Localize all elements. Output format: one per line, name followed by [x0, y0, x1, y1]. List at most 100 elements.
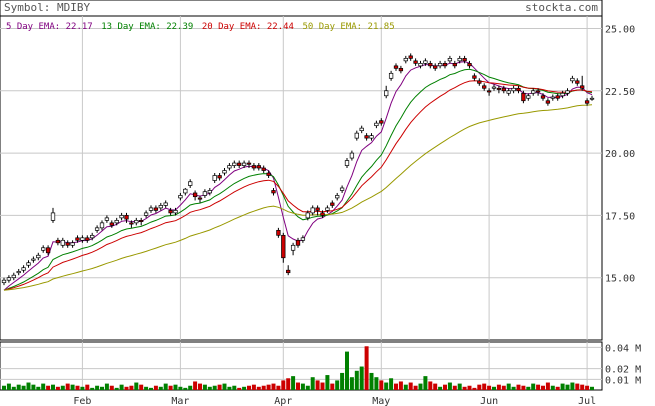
candle-body [491, 86, 497, 89]
volume-bar [46, 385, 51, 390]
volume-bar [310, 377, 315, 390]
volume-bar [36, 386, 41, 390]
volume-bar [560, 383, 565, 390]
candle-body [124, 215, 129, 220]
candle-body [442, 63, 448, 67]
month-label: Mar [171, 396, 189, 406]
candle-body [119, 215, 124, 219]
candle-body [192, 192, 198, 198]
candle-body [467, 63, 472, 67]
candle-body [339, 187, 345, 191]
volume-bar [545, 382, 550, 390]
candle-body [281, 234, 286, 259]
volume-bar [232, 385, 237, 390]
volume-tick-label: 0.04 M [605, 343, 641, 354]
symbol-label: Symbol: MDIBY [4, 1, 90, 14]
candle-body [369, 135, 374, 139]
price-tick-label: 20.00 [605, 149, 635, 160]
volume-bar [261, 385, 266, 390]
volume-bar [65, 383, 70, 390]
candle-body [462, 58, 467, 62]
candle-body [423, 60, 428, 64]
candle-body [320, 212, 325, 216]
price-axis: 25.00 22.50 20.00 17.50 15.00 [605, 24, 635, 284]
volume-bar [183, 387, 188, 390]
candle-body [418, 63, 423, 67]
candle-body [75, 237, 80, 241]
volume-bar [129, 385, 134, 390]
volume-bar [580, 384, 585, 390]
volume-bar [41, 383, 46, 390]
candle-body [90, 234, 95, 239]
volume-bar [389, 378, 394, 390]
volume-bar [11, 386, 16, 390]
candle-body [197, 197, 203, 200]
price-panel [0, 15, 603, 341]
price-grid [0, 16, 602, 340]
volume-bar [315, 380, 320, 390]
volume-bar [2, 385, 6, 390]
candle-body [403, 58, 408, 62]
month-label: Feb [73, 396, 91, 406]
candle-body [153, 207, 159, 211]
volume-bar [305, 385, 310, 390]
volume-bar [70, 384, 75, 390]
legend-entry: 13 Day EMA: 22.39 [101, 22, 193, 32]
candle-body [21, 267, 26, 271]
volume-bar [541, 385, 545, 390]
volume-bar [75, 385, 80, 390]
volume-bar [418, 383, 423, 390]
candle-body [521, 92, 526, 102]
volume-bar [60, 385, 65, 390]
volume-bar [496, 384, 501, 390]
candle-body [6, 277, 12, 281]
volume-bar [403, 384, 408, 390]
volume-bar [202, 384, 207, 390]
candle-body [148, 207, 154, 211]
price-tick-label: 17.50 [605, 211, 635, 222]
volume-bar [325, 375, 330, 390]
candle-body [398, 67, 404, 72]
volume-bar [251, 384, 256, 390]
volume-bar [438, 386, 443, 390]
candle-body [178, 195, 183, 199]
volume-bar [207, 386, 212, 390]
candle-body [486, 90, 492, 93]
volume-bar [247, 385, 251, 390]
candle-body [65, 242, 70, 246]
volume-bar [158, 386, 163, 390]
candle-body [261, 167, 266, 171]
candle-body [330, 202, 335, 206]
candle-body [506, 90, 511, 94]
volume-bar [242, 386, 247, 390]
volume-bars [2, 346, 594, 390]
volume-bar [296, 382, 300, 390]
ema-line-20 [3, 80, 593, 291]
price-tick-label: 22.50 [605, 87, 635, 98]
volume-bar [139, 384, 144, 390]
candle-body [222, 170, 227, 174]
volume-bar [531, 383, 536, 390]
volume-bar [462, 386, 467, 390]
volume-bar [570, 382, 575, 390]
candle-body [217, 175, 222, 179]
volume-bar [163, 383, 168, 390]
volume-bar [237, 387, 242, 390]
candle-body [570, 77, 575, 82]
volume-bar [100, 386, 104, 390]
volume-bar [433, 383, 438, 390]
volume-bar [428, 381, 433, 390]
candle-body [163, 202, 168, 206]
candle-body [60, 239, 65, 246]
volume-bar [536, 384, 541, 390]
candle-body [384, 90, 389, 97]
volume-bar [271, 383, 276, 390]
candle-body [45, 247, 51, 254]
volume-bar [90, 387, 95, 390]
candle-body [237, 162, 242, 166]
candle-body [173, 210, 178, 214]
candle-body [531, 90, 536, 94]
candle-body [315, 207, 320, 211]
candle-body [85, 237, 90, 241]
